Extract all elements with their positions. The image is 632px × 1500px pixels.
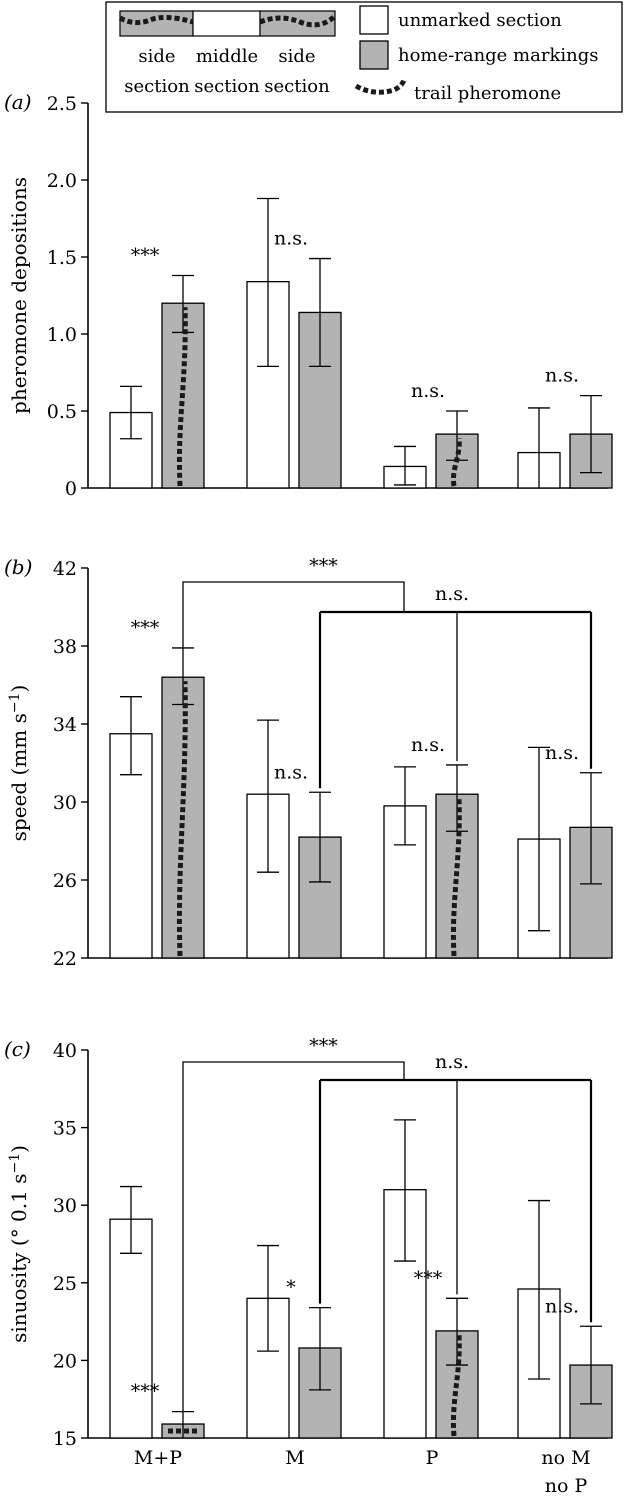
significance-label: *** <box>131 1381 160 1403</box>
legend-swatch-marked <box>359 40 389 70</box>
significance-label: n.s. <box>545 365 579 387</box>
trail-pheromone <box>450 437 462 487</box>
category-label: no M <box>541 1447 590 1469</box>
y-tick-label: 35 <box>53 1118 77 1140</box>
legend-strip-trail-right <box>259 14 337 28</box>
legend-swatch-trail <box>354 79 407 95</box>
legend-strip-side-right <box>259 10 336 37</box>
panel-b: (b) speed (mm s−1) 22 26 30 34 38 42 *** n.s. n.s.… <box>4 555 613 970</box>
y-tick-label: 20 <box>53 1350 77 1372</box>
y-tick-label: 1.0 <box>47 324 77 346</box>
significance-label: n.s. <box>274 228 308 250</box>
significance-label: n.s. <box>545 1295 579 1317</box>
y-tick-label: 2.0 <box>47 170 77 192</box>
significance-label: n.s. <box>274 761 308 783</box>
bar-unmarked <box>383 1189 427 1439</box>
significance-label: n.s. <box>411 380 445 402</box>
y-tick-label: 30 <box>53 792 77 814</box>
significance-label: n.s. <box>545 742 579 764</box>
bar-unmarked <box>109 733 153 959</box>
significance-label: *** <box>131 617 160 639</box>
bracket-label-span: n.s. <box>435 583 469 605</box>
bracket-label-span: n.s. <box>435 1051 469 1073</box>
y-tick-label: 22 <box>53 948 77 970</box>
comparison-bracket-top <box>182 1061 405 1412</box>
panel-a: (a) pheromone depositions 0 0.5 1.0 1.5 2.0 2.5… <box>4 90 613 500</box>
category-label: M+P <box>134 1447 182 1469</box>
y-tick-label: 34 <box>53 714 77 736</box>
legend: side section middle section side section un… <box>105 1 623 113</box>
y-tick-label: 38 <box>53 636 77 658</box>
legend-entry-trail: trail pheromone <box>414 83 561 104</box>
y-tick-label: 42 <box>53 558 77 580</box>
panels: (a) pheromone depositions 0 0.5 1.0 1.5 2.0 2.5… <box>4 90 613 1497</box>
y-tick-label: 30 <box>53 1195 77 1217</box>
trail-pheromone <box>176 681 188 957</box>
legend-entry-marked: home-range markings <box>398 45 598 66</box>
category-label: no P <box>545 1475 588 1497</box>
y-tick-label: 15 <box>53 1428 77 1450</box>
y-axis-label: pheromone depositions <box>7 177 31 414</box>
significance-label: n.s. <box>411 734 445 756</box>
bracket-label-top: *** <box>309 1035 338 1057</box>
trail-pheromone <box>450 798 462 957</box>
significance-label: *** <box>414 1267 443 1289</box>
category-label: P <box>426 1447 439 1469</box>
legend-side-label-right: side section <box>264 46 330 97</box>
category-label: M <box>285 1447 304 1469</box>
legend-side-label-left: side section <box>124 46 190 97</box>
y-tick-label: 40 <box>53 1040 77 1062</box>
panel-label: (c) <box>4 1037 31 1061</box>
legend-swatch-unmarked <box>359 5 389 35</box>
bracket-label-top: *** <box>309 555 338 577</box>
y-tick-label: 26 <box>53 870 77 892</box>
y-tick-label: 25 <box>53 1273 77 1295</box>
panel-label: (b) <box>4 555 32 579</box>
legend-strip-middle <box>192 10 261 37</box>
panel-label: (a) <box>4 90 32 114</box>
comparison-bracket-top <box>182 581 405 648</box>
legend-strip-side-left <box>119 10 194 37</box>
significance-label: * <box>286 1277 296 1299</box>
y-tick-label: 1.5 <box>47 247 77 269</box>
y-tick-label: 0.5 <box>47 401 77 423</box>
y-tick-label: 0 <box>65 478 77 500</box>
legend-strip-trail-left <box>118 14 194 26</box>
y-axis-label: sinuosity (° 0.1 s−1) <box>7 1145 31 1343</box>
significance-label: *** <box>131 244 160 266</box>
panel-c: (c)sinuosity (° 0.1 s−1)152025303540****… <box>4 1035 613 1497</box>
bar-unmarked <box>109 1218 153 1439</box>
y-axis-label: speed (mm s−1) <box>7 685 31 842</box>
y-tick-label: 2.5 <box>47 93 77 115</box>
legend-entry-unmarked: unmarked section <box>398 10 562 31</box>
legend-middle-label: middle section <box>194 46 260 97</box>
trail-pheromone <box>176 307 188 487</box>
trail-pheromone <box>450 1334 462 1437</box>
